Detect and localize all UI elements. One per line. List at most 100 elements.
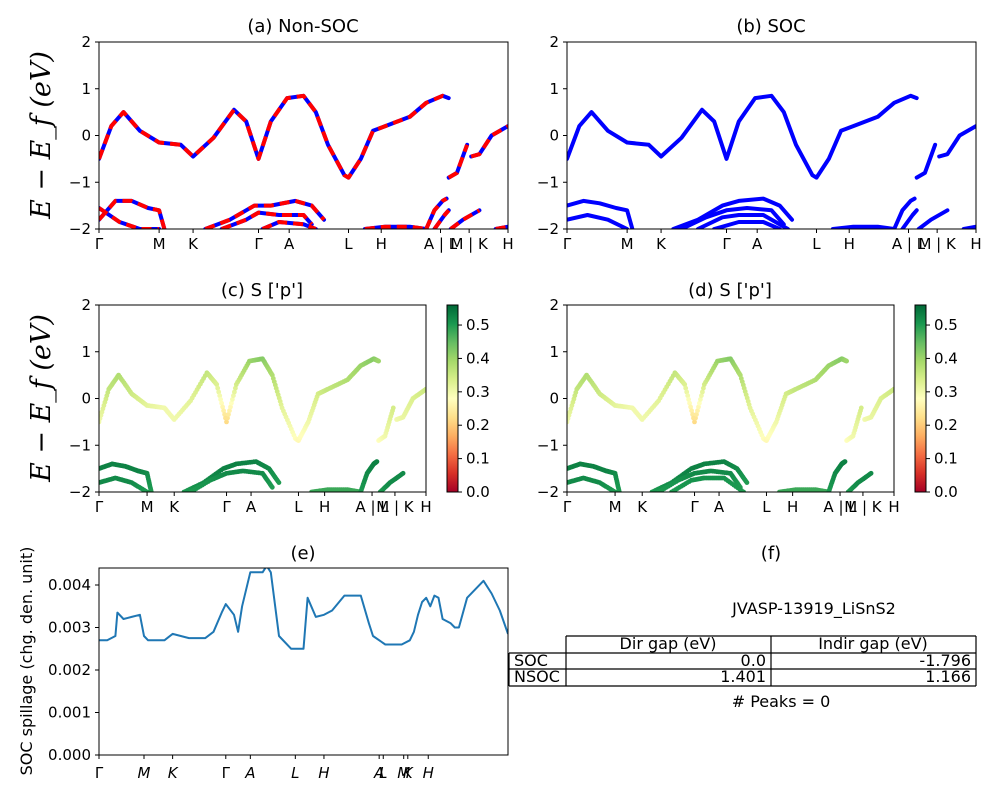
x-tick-label: H: [844, 235, 855, 253]
projection-point: [698, 397, 703, 402]
x-tick-label: A | L: [823, 498, 857, 516]
x-tick-label: A: [714, 498, 725, 516]
x-tick-label: H: [319, 498, 330, 516]
band-line-dashed: [424, 196, 448, 229]
projection-point: [683, 385, 689, 391]
x-tick-label: K: [637, 498, 648, 516]
x-tick-label: H: [318, 764, 329, 782]
projection-point: [218, 397, 224, 402]
projection-point: [697, 400, 702, 406]
table-cell-indir-gap: -1.796: [919, 651, 971, 670]
projection-point: [217, 393, 223, 399]
projection-point: [682, 382, 688, 387]
projection-point: [222, 412, 228, 417]
plot-area: [567, 356, 894, 492]
panel-title: (b) SOC: [736, 16, 805, 37]
projection-point: [229, 400, 234, 406]
x-tick-label: M | K: [376, 498, 415, 516]
x-tick-label: K: [188, 235, 199, 253]
projection-point: [228, 404, 233, 410]
projection-point: [695, 408, 700, 414]
projection-point: [216, 389, 222, 395]
x-tick-label: A: [373, 764, 384, 782]
y-tick-label: −1: [537, 173, 559, 191]
y-tick-label: 1: [549, 80, 559, 98]
x-tick-label: H: [376, 235, 387, 253]
projection-point: [221, 408, 227, 414]
x-tick-label: M | K: [844, 498, 883, 516]
band-line-dashed: [261, 220, 317, 229]
projection-point: [144, 489, 150, 492]
projection-point: [219, 400, 225, 406]
band-line-dashed: [432, 208, 451, 229]
x-tick-label: L: [379, 764, 387, 782]
x-tick-label: K: [656, 235, 667, 253]
y-tick-label: 2: [81, 296, 91, 314]
table-cell-dir-gap: 0.0: [741, 651, 766, 670]
x-tick-label: H: [420, 498, 431, 516]
projection-point: [690, 412, 695, 417]
x-tick-label: Γ: [95, 764, 104, 782]
x-tick-label: Γ: [563, 235, 572, 253]
projection-point: [616, 489, 622, 492]
colorbar-tick-label: 0.2: [934, 416, 958, 434]
projection-point: [842, 459, 848, 464]
band-line-dashed: [364, 224, 427, 229]
projection-point: [686, 397, 691, 402]
projection-point: [220, 404, 226, 410]
table-cell-indir-gap: 1.166: [925, 667, 971, 686]
projection-point: [687, 400, 692, 406]
x-tick-label: Γ: [254, 235, 263, 253]
band-line: [99, 93, 451, 180]
x-tick-label: H: [423, 764, 434, 782]
y-tick-label: 0.004: [48, 576, 91, 594]
projection-point: [696, 404, 701, 410]
projection-point: [868, 470, 874, 476]
axes-frame: [98, 567, 509, 756]
y-tick-label: 0: [549, 390, 559, 408]
projection-point: [741, 489, 746, 492]
x-tick-label: Γ: [563, 498, 572, 516]
x-tick-label: M | K: [450, 235, 489, 253]
projection-point: [390, 405, 396, 411]
y-tick-label: −2: [537, 483, 559, 501]
plot-area: [567, 93, 976, 229]
projection-point: [688, 404, 693, 410]
material-id: JVASP-13919_LiSnS2: [731, 599, 896, 619]
y-tick-label: 0.001: [48, 704, 91, 722]
y-tick-label: 1: [81, 80, 91, 98]
y-tick-label: 1: [81, 343, 91, 361]
colorbar-tick-label: 0.1: [466, 450, 490, 468]
projection-point: [269, 484, 275, 490]
band-line: [567, 213, 630, 229]
y-tick-label: −2: [69, 483, 91, 501]
colorbar-tick-label: 0.0: [466, 483, 490, 501]
colorbar-tick-label: 0.0: [934, 483, 958, 501]
x-tick-label: Γ: [222, 764, 231, 782]
table-header: Indir gap (eV): [818, 634, 928, 653]
band-line: [892, 196, 917, 229]
panel-title: (d) S ['p']: [688, 280, 772, 301]
projection-point: [233, 385, 238, 391]
projection-point: [700, 389, 705, 395]
panel-f-gap-table: (f) JVASP-13919_LiSnS2 Dir gap (eV) Indir g…: [508, 543, 977, 711]
x-tick-label: Γ: [95, 498, 104, 516]
band-line: [900, 208, 919, 229]
y-tick-label: −1: [537, 436, 559, 454]
band-line-dashed: [99, 198, 167, 229]
colorbar-tick-label: 0.4: [466, 349, 490, 367]
x-tick-label: A: [284, 235, 295, 253]
band-line: [830, 224, 897, 229]
projection-point: [232, 389, 237, 395]
colorbar: [446, 304, 459, 493]
peaks-count: # Peaks = 0: [732, 692, 831, 711]
band-line-dashed: [447, 144, 469, 180]
panel-a-non-soc-bands: −2 −1 0 1 2 Γ M K Γ A L H A | LM | K H (a) Non-SOC E − …: [26, 16, 514, 253]
x-tick-label: H: [502, 235, 513, 253]
colorbar-tick-label: 0.3: [934, 383, 958, 401]
panel-b-soc-bands: −2 −1 0 1 2 Γ M K Γ A L H A | LM | K H (b) SOC: [537, 16, 982, 253]
band-line-dashed: [470, 124, 508, 159]
colorbar-tick-label: 0.4: [934, 349, 958, 367]
projection-point: [685, 393, 691, 399]
